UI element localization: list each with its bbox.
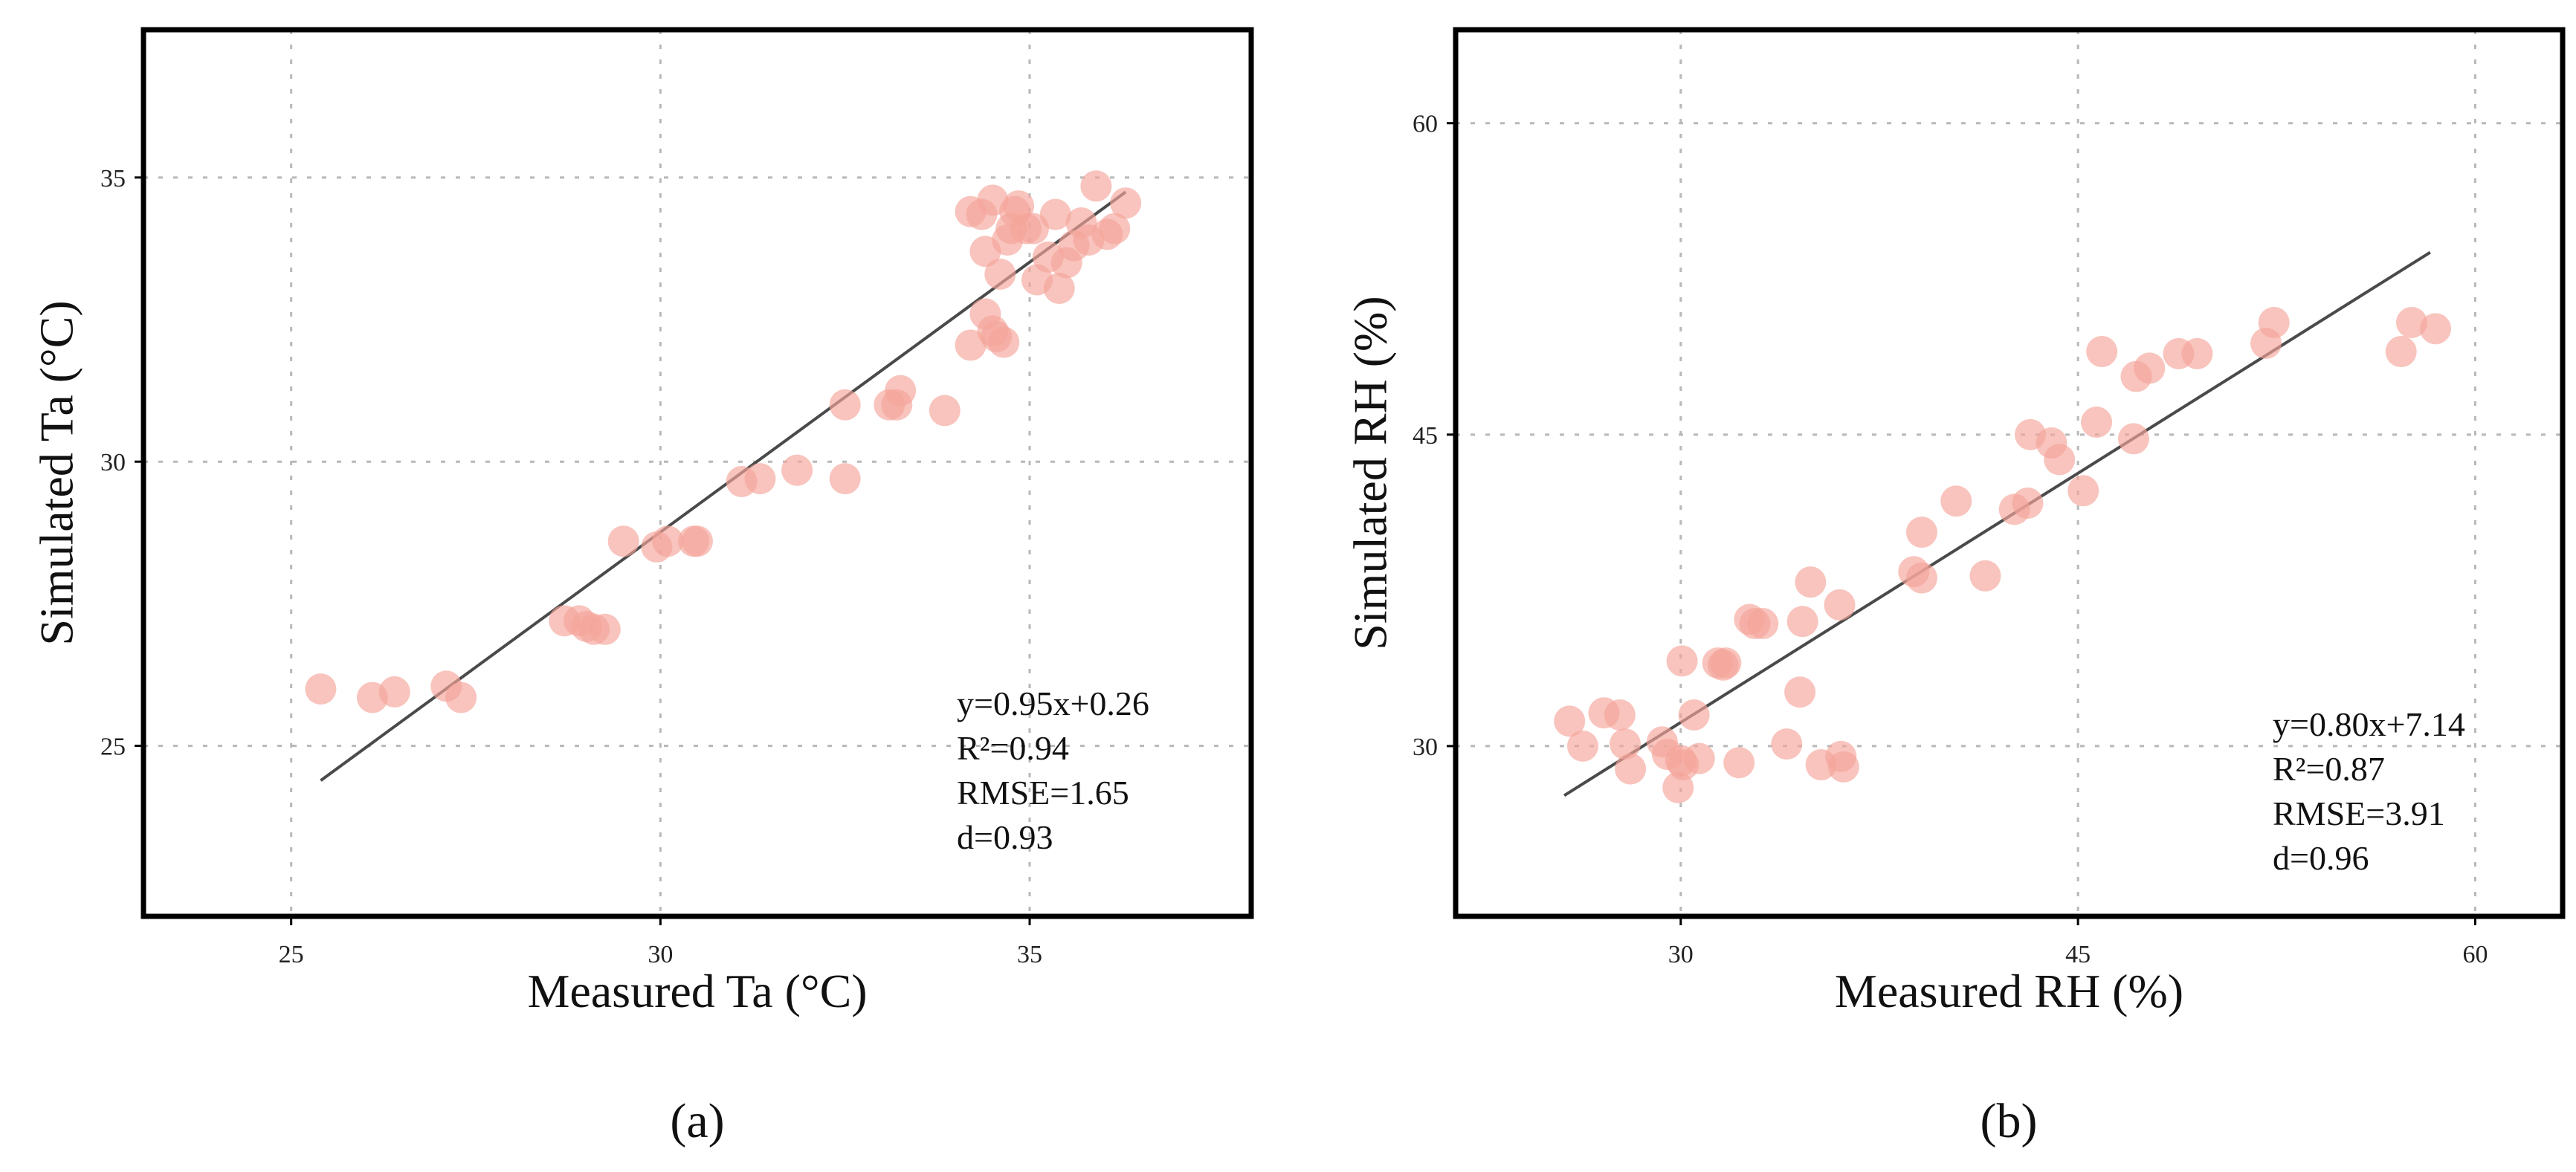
data-point [1678,699,1710,731]
data-point [2044,444,2076,476]
x-tick-label: 35 [1017,941,1042,968]
chart-panel-a: 25 30 35 25 30 35 Measured Ta (°C) Simulated … [30,27,1254,1148]
data-point [1905,562,1937,594]
data-point [1786,606,1818,638]
data-point [2134,352,2166,384]
data-point [1604,699,1636,731]
data-point [1615,753,1647,785]
data-point [1554,705,1586,737]
y-tick-label: 35 [100,165,126,192]
x-tick-label: 30 [1668,941,1694,968]
data-point [1723,747,1755,779]
data-point [829,389,861,421]
data-point [607,525,639,557]
rmse: RMSE=3.91 [2273,794,2445,832]
y-tick-label: 45 [1413,422,1438,450]
data-point [1666,645,1698,677]
data-point [2067,475,2099,507]
data-point [929,395,961,427]
data-point [2395,306,2427,338]
regression-line [1563,250,2431,797]
index-of-agreement: d=0.93 [957,818,1053,856]
y-tick-label: 30 [1413,734,1438,761]
data-point [652,525,684,557]
data-point [988,326,1020,358]
data-point [678,525,710,557]
plot-frame [141,27,1254,919]
data-point [2081,407,2113,438]
chart-panel-b: 30 45 60 30 45 60 Measured RH (%) Simulated R… [1343,27,2566,1148]
x-axis-label: Measured Ta (°C) [527,965,867,1017]
r-squared: R²=0.94 [957,729,1069,767]
x-tick-label: 60 [2462,941,2488,968]
data-point [2086,336,2118,368]
data-point [2385,336,2417,368]
data-point [1784,676,1816,708]
y-tick-label: 60 [1413,111,1438,138]
data-point [1795,566,1827,598]
data-point [1080,170,1112,202]
data-point [2181,337,2213,369]
data-point [378,676,410,708]
y-tick-label: 30 [100,449,126,476]
data-point [1969,560,2001,592]
data-point [1905,517,1937,548]
data-point [1017,213,1049,245]
x-tick-label: 30 [648,941,673,968]
data-point [1824,589,1856,621]
data-point [445,681,477,713]
data-point [1710,647,1742,679]
plot-frame [1453,27,2566,919]
data-point [305,673,337,705]
data-point [2420,313,2452,345]
y-tick-label: 25 [100,734,126,761]
data-point [1940,485,1972,517]
data-point [1827,751,1859,783]
data-point [2258,306,2290,338]
data-point [781,454,813,486]
rmse: RMSE=1.65 [957,774,1129,812]
data-point [1609,728,1641,760]
data-point [1683,742,1715,774]
data-point [1566,730,1598,762]
y-axis-label: Simulated RH (%) [1343,296,1396,650]
y-axis-label: Simulated Ta (°C) [30,300,83,645]
x-tick-label: 25 [279,941,304,968]
data-point [829,463,861,495]
data-point [1099,213,1131,245]
data-point [744,463,776,495]
data-point [2012,488,2044,519]
data-point [984,258,1016,290]
data-point [2117,423,2149,455]
data-point [589,613,621,645]
data-point [1110,187,1142,219]
panel-caption: (a) [670,1094,724,1148]
index-of-agreement: d=0.96 [2273,839,2369,877]
data-point [1043,272,1075,304]
data-point [1039,198,1071,230]
panel-caption: (b) [1981,1094,2038,1148]
x-tick-label: 45 [2065,941,2091,968]
fit-equation: y=0.95x+0.26 [957,684,1149,722]
data-point [955,329,987,361]
fit-equation: y=0.80x+7.14 [2273,705,2465,743]
data-point [1771,728,1803,760]
x-axis-label: Measured RH (%) [1835,965,2183,1017]
data-point [885,375,917,407]
r-squared: R²=0.87 [2273,750,2385,788]
data-point [1747,608,1779,640]
